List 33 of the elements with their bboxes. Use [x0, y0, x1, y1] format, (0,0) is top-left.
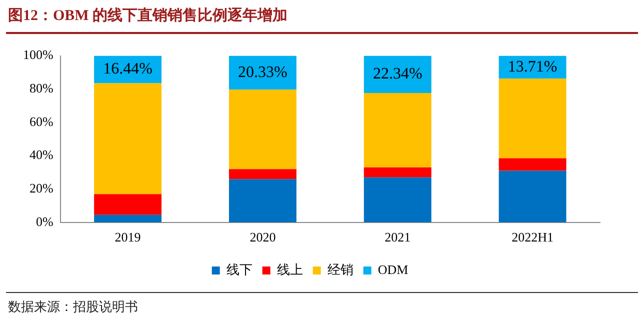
y-tick-label: 100%	[22, 47, 54, 62]
legend-label: ODM	[378, 262, 409, 277]
bar	[498, 158, 566, 171]
y-tick-label: 0%	[36, 214, 54, 229]
data-label: 16.44%	[103, 60, 152, 78]
bar	[228, 169, 296, 180]
y-tick-label: 60%	[29, 114, 54, 129]
bar	[228, 179, 296, 222]
legend-label: 线上	[276, 262, 303, 277]
bar	[94, 194, 162, 215]
bar	[364, 177, 432, 222]
bar	[498, 170, 566, 222]
chart-title: 图12：OBM 的线下直销销售比例逐年增加	[8, 6, 288, 25]
x-tick-label: 2021	[384, 230, 411, 245]
x-tick-label: 2019	[114, 230, 141, 245]
bar	[498, 78, 566, 158]
y-tick-label: 80%	[29, 80, 54, 96]
y-tick-label: 20%	[29, 180, 54, 196]
legend-label: 线下	[226, 262, 252, 277]
data-label: 20.33%	[238, 64, 288, 81]
bar	[364, 167, 432, 178]
bar	[364, 93, 432, 168]
bar	[94, 83, 162, 194]
source-note: 数据来源：招股说明书	[8, 298, 138, 316]
data-label: 13.71%	[508, 58, 558, 76]
bar	[94, 214, 162, 222]
y-tick-label: 40%	[29, 147, 54, 162]
bar	[364, 56, 432, 94]
data-label: 22.34%	[372, 66, 422, 83]
x-tick-label: 2022H1	[512, 230, 554, 245]
legend-label: 经销	[327, 262, 354, 277]
bar	[228, 90, 296, 170]
x-tick-label: 2020	[250, 230, 276, 245]
